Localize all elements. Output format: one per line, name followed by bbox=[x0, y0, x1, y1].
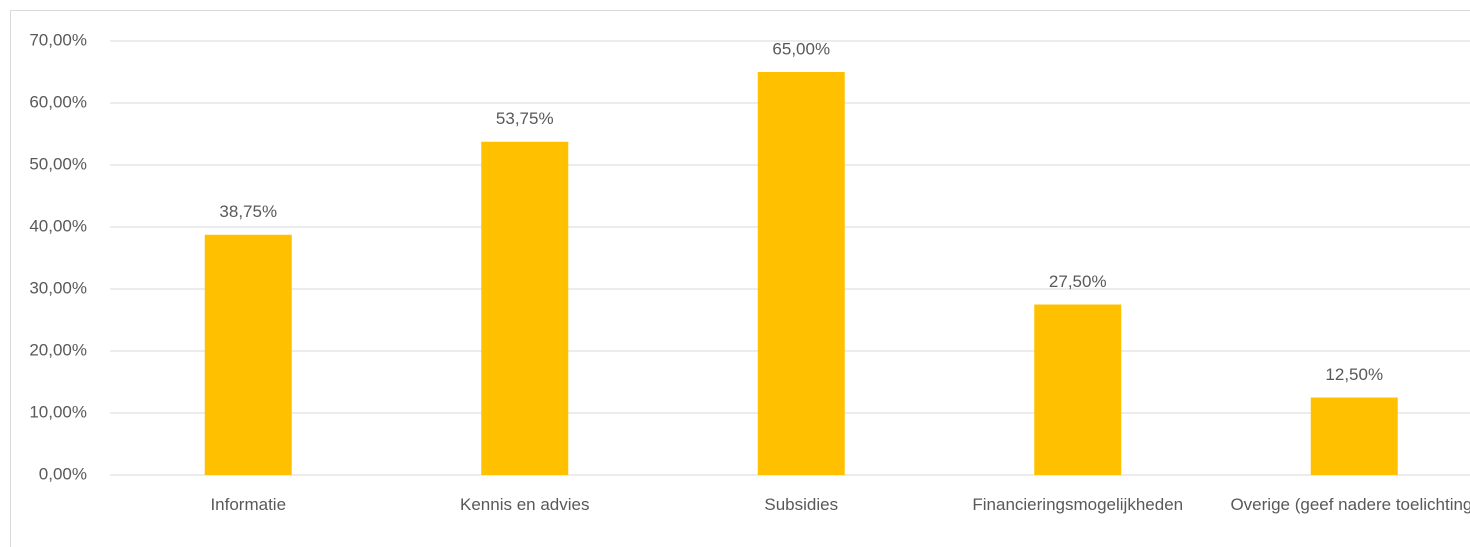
data-label: 27,50% bbox=[1049, 272, 1107, 291]
data-label: 53,75% bbox=[496, 109, 554, 128]
chart-border bbox=[10, 10, 1470, 547]
bar bbox=[1034, 304, 1122, 475]
bar bbox=[757, 72, 845, 475]
y-tick-label: 30,00% bbox=[29, 278, 87, 297]
y-tick-label: 40,00% bbox=[29, 216, 87, 235]
y-tick-label: 50,00% bbox=[29, 154, 87, 173]
data-label: 12,50% bbox=[1325, 365, 1383, 384]
bar bbox=[481, 141, 569, 475]
y-tick-label: 70,00% bbox=[29, 30, 87, 49]
x-tick-label: Financieringsmogelijkheden bbox=[972, 495, 1184, 514]
x-tick-label: Overige (geef nadere toelichting) bbox=[1230, 495, 1470, 514]
x-tick-label: Kennis en advies bbox=[460, 495, 590, 514]
bar bbox=[204, 234, 292, 475]
y-tick-label: 10,00% bbox=[29, 402, 87, 421]
y-tick-label: 20,00% bbox=[29, 340, 87, 359]
x-tick-label: Informatie bbox=[210, 495, 287, 514]
data-label: 65,00% bbox=[772, 39, 830, 58]
y-tick-label: 0,00% bbox=[39, 464, 87, 483]
data-label: 38,75% bbox=[219, 202, 277, 221]
x-tick-label: Subsidies bbox=[764, 495, 839, 514]
y-tick-label: 60,00% bbox=[29, 92, 87, 111]
bar bbox=[1310, 397, 1398, 475]
